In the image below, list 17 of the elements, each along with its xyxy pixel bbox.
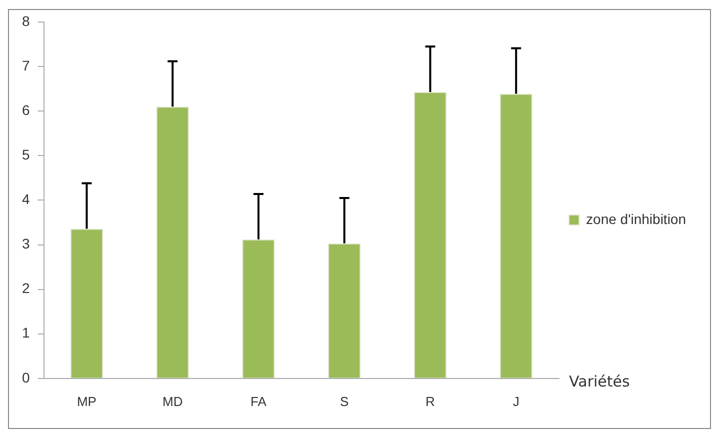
x-tick-label: J — [512, 394, 520, 409]
y-tick-label: 6 — [22, 102, 30, 118]
y-tick-label: 0 — [22, 369, 30, 386]
x-axis-title: Variétés — [569, 372, 630, 390]
x-tick-label: MP — [76, 394, 96, 409]
y-tick-label: 3 — [22, 236, 30, 252]
y-tick-label: 4 — [22, 191, 30, 208]
y-tick-label: 5 — [22, 146, 30, 163]
x-tick-label: S — [340, 394, 350, 409]
x-tick-label: FA — [250, 394, 267, 409]
y-tick-label: 7 — [22, 57, 30, 74]
y-tick-label: 1 — [22, 324, 30, 341]
y-tick-label: 8 — [22, 12, 30, 29]
x-tick-label: R — [426, 394, 435, 409]
y-tick-label: 2 — [22, 280, 30, 296]
legend-label: zone d'inhibition — [586, 210, 686, 227]
x-tick-label: MD — [162, 394, 183, 409]
